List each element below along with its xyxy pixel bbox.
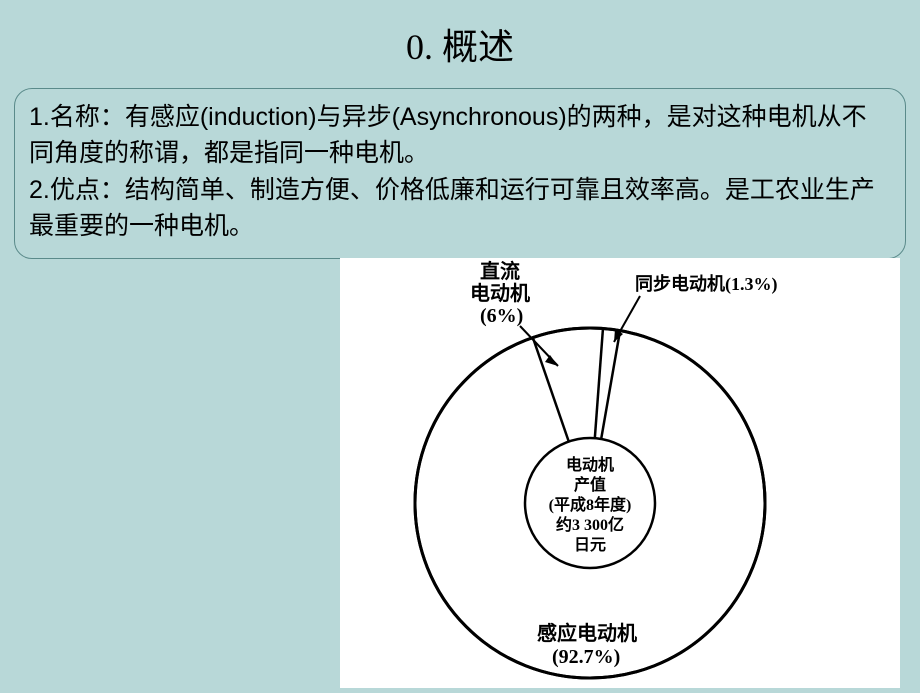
center-text-5: 日元 [574,536,606,554]
content-box: 1.名称：有感应(induction)与异步(Asynchronous)的两种，… [14,88,906,259]
center-text-4: 约3 300亿 [556,515,624,534]
content-line-1: 1.名称：有感应(induction)与异步(Asynchronous)的两种，… [29,99,891,172]
center-text-2: 产值 [574,475,606,494]
dc-arrow-head [545,355,558,366]
slice-label-induction: 感应电动机 [537,621,637,645]
center-text-3: (平成8年度) [549,495,632,514]
slice-label-dc-1: 直流 [480,259,520,283]
pie-chart-svg: 电动机 产值 (平成8年度) 约3 300亿 日元 感应电动机 (92.7%) … [340,258,900,688]
content-line-2: 2.优点：结构简单、制造方便、价格低廉和运行可靠且效率高。是工农业生产最重要的一… [29,172,891,245]
center-text-1: 电动机 [566,455,614,474]
slice-label-sync: 同步电动机(1.3%) [635,273,778,295]
slice-pct-dc: (6%) [480,305,523,327]
slice-pct-induction: (92.7%) [552,646,620,668]
page-title: 0. 概述 [0,0,920,82]
pie-chart-container: 电动机 产值 (平成8年度) 约3 300亿 日元 感应电动机 (92.7%) … [340,258,900,688]
slice-label-dc-2: 电动机 [470,281,530,305]
